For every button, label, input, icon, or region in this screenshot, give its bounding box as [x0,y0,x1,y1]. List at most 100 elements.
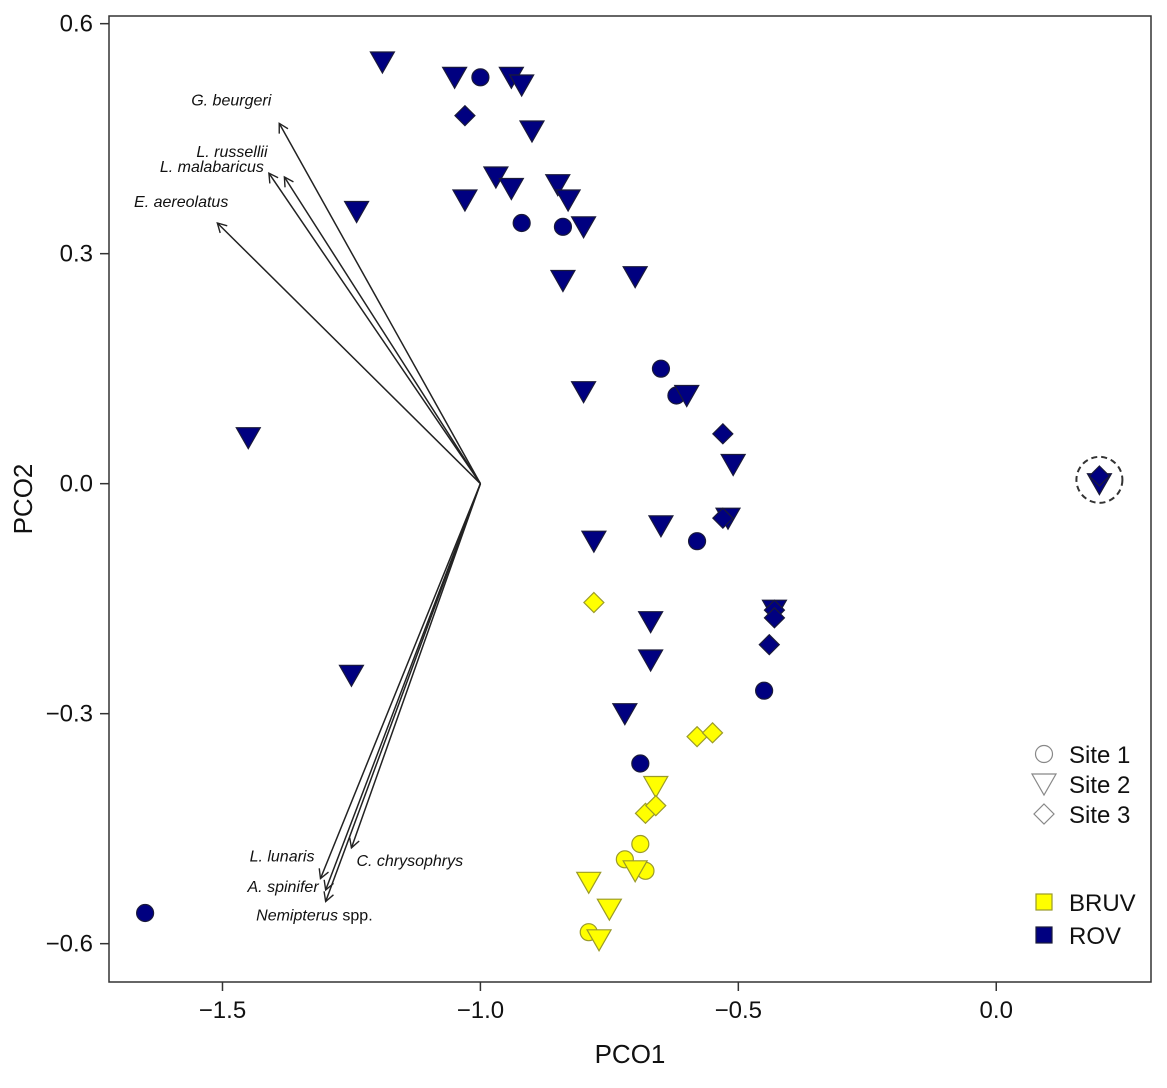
x-axis-title: PCO1 [595,1039,666,1069]
rov-site1-point [631,754,650,773]
bruv-site3-point [686,725,708,748]
axis-ticks: −1.5 −1.0 −0.5 0.0 0.6 0.3 0.0 −0.3 −0.6 [46,11,1013,1024]
vector-label: G. beurgeri [191,92,271,109]
rov-site2-point [338,664,365,688]
x-tick-label: 0.0 [980,997,1013,1024]
vector-label-name: L. russellii [196,144,268,161]
rov-site2-point [498,177,525,201]
y-tick-label: −0.3 [46,701,93,728]
vector-label: C. chrysophrys [356,853,463,870]
y-axis-title: PCO2 [8,464,38,535]
rov-site2-point [369,51,396,75]
legend-method-label: BRUV [1069,890,1136,917]
vector-label-name: G. beurgeri [191,92,271,109]
bruv-site3-point [583,591,605,614]
rov-site3-point [712,422,734,445]
legend-shape-label: Site 1 [1069,742,1130,769]
bruv-site2-point [596,898,623,922]
rov-site3-point [454,104,476,127]
rov-site2-point [637,649,664,673]
rov-site2-point [441,66,468,90]
vector-arrow [278,122,482,485]
legend-rov-swatch [1035,926,1053,944]
rov-site2-point [637,611,664,634]
legend: Site 1 Site 2 Site 3 BRUV ROV [1030,742,1136,950]
rov-site2-point [343,200,370,224]
rov-site2-point [518,120,546,144]
rov-site2-point [570,216,597,240]
vector-label: A. spinifer [247,879,320,896]
vector-label-name: L. malabaricus [160,159,264,176]
vector-label: L. russellii [196,144,268,161]
bruv-site3-point [644,794,667,817]
y-tick-label: 0.0 [60,471,93,498]
rov-site2-point [544,174,571,197]
outlier-highlight-ring [1075,455,1124,504]
vector-label-suffix: spp. [338,908,373,925]
x-tick-label: −0.5 [715,997,762,1024]
data-points [136,51,1113,953]
rov-site2-point [673,384,700,408]
bruv-site2-point [642,775,669,799]
rov-site2-point [235,427,262,450]
rov-site3-point [763,606,786,629]
rov-site2-point [611,703,638,726]
rov-site2-point [720,453,747,477]
vector-arrow [216,221,481,485]
rov-site1-point [553,217,573,236]
rov-site2-point [482,166,509,190]
legend-method-label: ROV [1069,923,1121,950]
vector-arrow [283,175,482,485]
legend-bruv-swatch [1035,893,1053,911]
vector-label-name: E. aereolatus [134,194,228,211]
legend-triangle-down-icon [1030,773,1058,797]
vector-label: E. aereolatus [134,194,228,211]
legend-shape-label: Site 3 [1069,802,1130,829]
vector-label-name: Nemipterus [256,908,338,925]
bruv-site2-point [586,929,613,953]
vector-label-name: L. lunaris [250,849,315,866]
x-tick-label: −1.5 [199,997,246,1024]
rov-site1-point [651,359,671,378]
bruv-site3-point [701,721,724,744]
rov-site3-point [712,507,734,530]
rov-site2-point [570,381,597,404]
vector-label: L. malabaricus [160,159,264,176]
plot-frame [108,15,1152,983]
rov-site2-point [451,189,478,213]
vector-label-name: C. chrysophrys [356,853,463,870]
highlight-circle [1075,455,1124,504]
rov-site1-point [136,903,155,923]
bruv-site2-point [622,860,649,884]
rov-site3-point [1088,465,1111,487]
rov-site2-point [508,74,535,98]
rov-site2-point [549,269,576,293]
rov-site1-point [471,68,490,87]
bruv-site2-point [575,871,602,895]
rov-site1-point [687,532,707,551]
rov-site2-point [647,515,674,539]
y-tick-label: 0.3 [60,241,93,268]
rov-site2-point [622,266,649,289]
rov-site3-point [758,633,781,656]
vector-arrow [349,483,482,850]
vector-label-name: A. spinifer [247,879,320,896]
rov-site2-point [555,189,582,213]
vector-label: L. lunaris [250,849,315,866]
bruv-site1-point [631,834,650,854]
vector-label: Nemipterus spp. [256,908,373,925]
rov-site2-point [580,530,607,554]
vector-arrow [318,483,482,880]
y-tick-label: 0.6 [60,11,93,38]
y-tick-label: −0.6 [46,931,93,958]
rov-site1-point [512,213,531,233]
x-tick-label: −1.0 [457,997,504,1024]
legend-shape-label: Site 2 [1069,772,1130,799]
rov-site1-point [755,681,774,700]
vector-arrow [268,171,482,485]
vector-arrow [323,483,482,903]
legend-circle-icon [1034,744,1054,764]
